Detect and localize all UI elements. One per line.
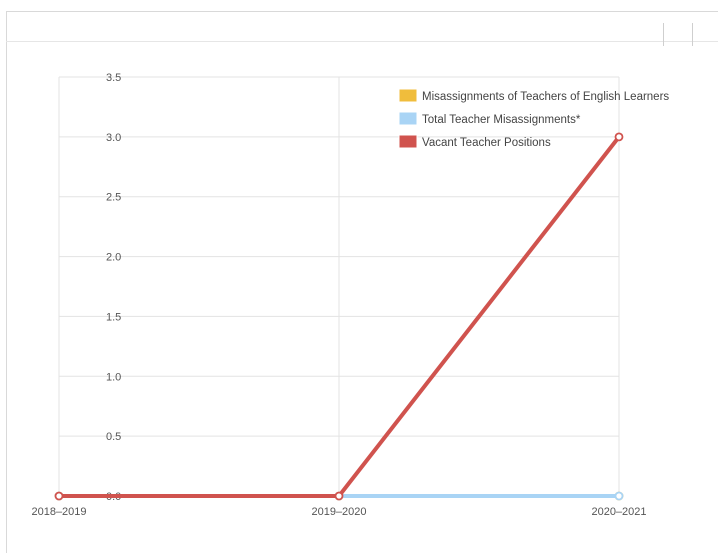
legend-swatch: [398, 88, 418, 103]
y-tick-label: 1.0: [106, 371, 121, 383]
y-tick-label: 2.5: [106, 192, 121, 204]
x-tick-label: 2019–2020: [311, 506, 366, 518]
toolbar-divider: [663, 23, 664, 46]
x-tick-label: 2018–2019: [31, 506, 86, 518]
series-point-1: [614, 491, 624, 501]
chart-series: [54, 132, 624, 501]
chart-toolbar: [6, 11, 718, 46]
y-tick-label: 2.0: [106, 252, 121, 264]
chart-panel: [6, 11, 718, 553]
legend-label: Misassignments of Teachers of English Le…: [422, 91, 669, 103]
legend-label: Total Teacher Misassignments*: [422, 114, 581, 126]
y-tick-label: 3.5: [106, 72, 121, 84]
x-tick-label: 2020–2021: [591, 506, 646, 518]
series-point-2: [614, 132, 624, 142]
y-tick-label: 3.0: [106, 132, 121, 144]
series-point-2: [54, 491, 64, 501]
legend-item[interactable]: Vacant Teacher Positions: [398, 134, 551, 149]
legend-swatch: [398, 134, 418, 149]
y-tick-label: 0.5: [106, 431, 121, 443]
y-axis-ticks: 0.00.51.01.52.02.53.03.5: [106, 72, 121, 503]
series-point-2: [334, 491, 344, 501]
x-axis-ticks: 2018–2019 2019–2020 2020–2021: [31, 506, 646, 518]
legend-item[interactable]: Total Teacher Misassignments*: [398, 111, 581, 126]
y-tick-label: 1.5: [106, 311, 121, 323]
chart-legend[interactable]: Misassignments of Teachers of English Le…: [398, 88, 669, 149]
legend-item[interactable]: Misassignments of Teachers of English Le…: [398, 88, 669, 103]
toolbar-divider: [692, 23, 693, 46]
legend-swatch: [398, 111, 418, 126]
legend-label: Vacant Teacher Positions: [422, 137, 551, 149]
